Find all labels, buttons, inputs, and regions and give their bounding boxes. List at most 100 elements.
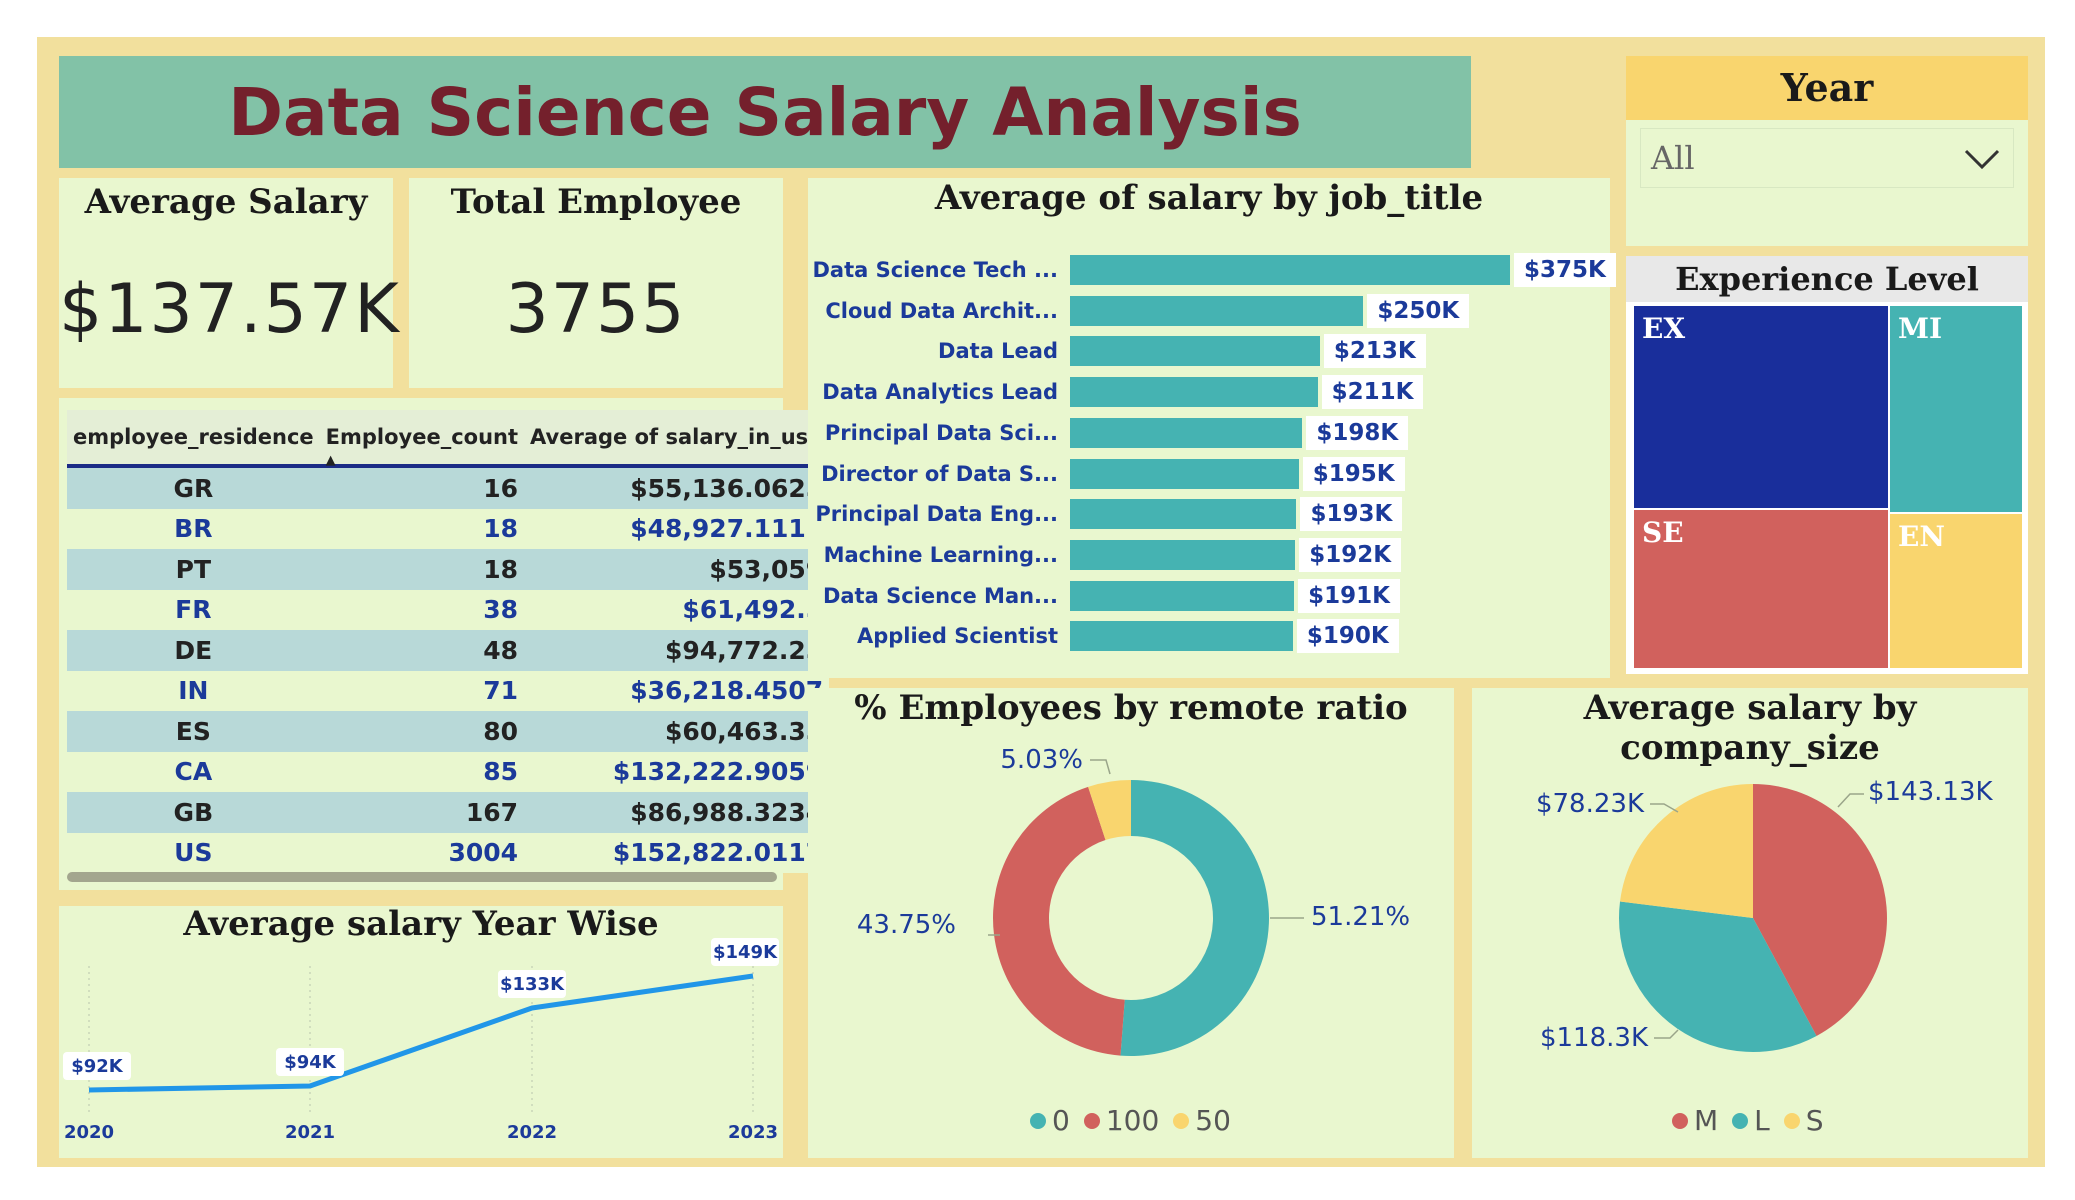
year-slicer-panel: Year All bbox=[1626, 56, 2028, 246]
treemap-label-en: EN bbox=[1898, 520, 1945, 553]
leader-line bbox=[1650, 803, 1679, 813]
column-header-employee-residence[interactable]: employee_residence bbox=[67, 410, 320, 468]
pie-data-label: 5.03% bbox=[1000, 745, 1083, 775]
data-label-box bbox=[711, 938, 779, 966]
cell-employee-residence: ES bbox=[67, 711, 320, 752]
bar[interactable] bbox=[1070, 255, 1510, 285]
cell-employee-residence: BR bbox=[67, 508, 320, 549]
cell-employee-count: 18 bbox=[319, 508, 525, 549]
treemap-cell-en[interactable]: EN bbox=[1890, 514, 2022, 668]
residence-table: employee_residence Employee_count ▲ Avera… bbox=[67, 410, 830, 873]
cell-employee-residence: GB bbox=[67, 792, 320, 833]
cell-employee-count: 85 bbox=[319, 751, 525, 792]
legend-item[interactable]: 0 bbox=[1030, 1104, 1070, 1137]
chevron-down-icon[interactable] bbox=[1963, 147, 2001, 171]
pie-data-label: $118.3K bbox=[1540, 1023, 1649, 1053]
year-slicer-label: Year bbox=[1780, 65, 1874, 110]
legend-item[interactable]: M bbox=[1672, 1104, 1718, 1137]
cell-average-salary: $55,136.0625 bbox=[524, 466, 830, 509]
data-label-box bbox=[276, 1048, 344, 1076]
year-dropdown-value: All bbox=[1651, 139, 1695, 177]
legend-item[interactable]: 100 bbox=[1083, 1104, 1159, 1137]
table-row[interactable]: FR 38 $61,492.5 bbox=[67, 589, 830, 630]
pie-slice[interactable] bbox=[1120, 780, 1270, 1056]
column-header-employee-count-label: Employee_count bbox=[325, 425, 519, 449]
column-header-employee-count[interactable]: Employee_count ▲ bbox=[319, 410, 525, 468]
experience-level-panel: Experience Level EX MI SE EN bbox=[1626, 256, 2028, 674]
bar-category-label: Principal Data Eng... bbox=[815, 502, 1058, 527]
bar[interactable] bbox=[1070, 539, 1296, 570]
cell-average-salary: $86,988.3234 bbox=[524, 792, 830, 833]
pie-slice[interactable] bbox=[1088, 780, 1131, 841]
job-title-chart-title: Average of salary by job_title bbox=[934, 178, 1484, 218]
legend-item[interactable]: L bbox=[1732, 1104, 1770, 1137]
legend-marker bbox=[1732, 1112, 1749, 1129]
year-wise-chart-title: Average salary Year Wise bbox=[183, 904, 659, 944]
leader-line bbox=[1654, 1029, 1679, 1039]
bar-data-label: $213K bbox=[1323, 334, 1426, 369]
kpi-total-employee-value: 3755 bbox=[505, 270, 687, 349]
table-row[interactable]: GB 167 $86,988.3234 bbox=[67, 792, 830, 833]
cell-employee-residence: FR bbox=[67, 589, 320, 630]
pie-slice[interactable] bbox=[1753, 784, 1887, 1036]
bar[interactable] bbox=[1070, 417, 1303, 448]
bar[interactable] bbox=[1070, 499, 1297, 530]
pie-slice[interactable] bbox=[1619, 901, 1817, 1052]
series-line[interactable] bbox=[88, 973, 754, 1093]
year-slicer-header: Year bbox=[1626, 56, 2028, 120]
cell-average-salary: $48,927.1111 bbox=[524, 508, 830, 549]
bar-category-label: Principal Data Sci... bbox=[824, 420, 1058, 445]
bar[interactable] bbox=[1070, 580, 1295, 611]
legend-marker bbox=[1030, 1112, 1046, 1129]
cell-employee-count: 167 bbox=[319, 792, 525, 833]
sort-ascending-icon: ▲ bbox=[325, 453, 336, 468]
company-size-chart-panel: Average salary by company_size $143.13K $… bbox=[1472, 688, 2028, 1158]
pie-data-label: 43.75% bbox=[857, 910, 956, 940]
bar[interactable] bbox=[1070, 295, 1364, 326]
table-row[interactable]: US 3004 $152,822.0117 bbox=[67, 832, 830, 873]
year-dropdown[interactable]: All bbox=[1640, 128, 2014, 188]
cell-employee-residence: CA bbox=[67, 751, 320, 792]
column-header-average-salary[interactable]: Average of salary_in_usd bbox=[524, 410, 830, 468]
table-row[interactable]: DE 48 $94,772.25 bbox=[67, 630, 830, 671]
cell-employee-residence: PT bbox=[67, 549, 320, 590]
line-data-label: $133K bbox=[500, 974, 565, 995]
year-wise-chart-panel: Average salary Year Wise $92K 2020 $94K 202… bbox=[59, 904, 783, 1158]
table-row[interactable]: CA 85 $132,222.9059 bbox=[67, 751, 830, 792]
cell-employee-count: 48 bbox=[319, 630, 525, 671]
company-size-chart-title: Average salary by company_size bbox=[1583, 688, 1917, 768]
legend-item[interactable]: S bbox=[1783, 1104, 1824, 1137]
cell-employee-count: 18 bbox=[319, 549, 525, 590]
treemap-label-se: SE bbox=[1642, 516, 1684, 549]
line-data-label: $92K bbox=[71, 1056, 124, 1077]
pie-slice[interactable] bbox=[1620, 784, 1753, 918]
treemap-cell-se[interactable]: SE bbox=[1634, 510, 1888, 668]
bar[interactable] bbox=[1070, 621, 1293, 652]
treemap-cell-mi[interactable]: MI bbox=[1890, 306, 2022, 512]
treemap-cell-ex[interactable]: EX bbox=[1634, 306, 1888, 508]
table-row[interactable]: PT 18 $53,059 bbox=[67, 549, 830, 590]
kpi-average-salary-card[interactable]: Average Salary $137.57K bbox=[59, 178, 401, 388]
table-row[interactable]: IN 71 $36,218.4507 bbox=[67, 670, 830, 711]
legend-item[interactable]: 50 bbox=[1173, 1104, 1231, 1137]
horizontal-scrollbar[interactable] bbox=[67, 872, 777, 882]
bar[interactable] bbox=[1070, 458, 1299, 489]
bar[interactable] bbox=[1070, 336, 1320, 367]
legend-marker bbox=[1672, 1112, 1688, 1129]
cell-employee-residence: GR bbox=[67, 466, 320, 509]
bar[interactable] bbox=[1070, 377, 1318, 408]
table-row[interactable]: GR 16 $55,136.0625 bbox=[67, 466, 830, 509]
cell-average-salary: $61,492.5 bbox=[524, 589, 830, 630]
kpi-average-salary-label: Average Salary bbox=[84, 182, 368, 222]
table-row[interactable]: BR 18 $48,927.1111 bbox=[67, 508, 830, 549]
remote-ratio-donut-chart: 51.21% 43.75% 5.03% bbox=[857, 745, 1410, 1056]
table-row[interactable]: ES 80 $60,463.35 bbox=[67, 711, 830, 752]
pie-slice[interactable] bbox=[993, 786, 1125, 1056]
line-data-label: $94K bbox=[284, 1052, 337, 1073]
leader-line bbox=[1837, 793, 1864, 808]
bar-data-label: $190K bbox=[1296, 619, 1399, 654]
kpi-average-salary-value: $137.57K bbox=[59, 270, 401, 349]
kpi-total-employee-card[interactable]: Total Employee 3755 bbox=[409, 178, 783, 388]
x-tick-label: 2020 bbox=[64, 1122, 114, 1143]
job-title-chart-panel: Average of salary by job_title Data Scie… bbox=[808, 178, 1616, 678]
